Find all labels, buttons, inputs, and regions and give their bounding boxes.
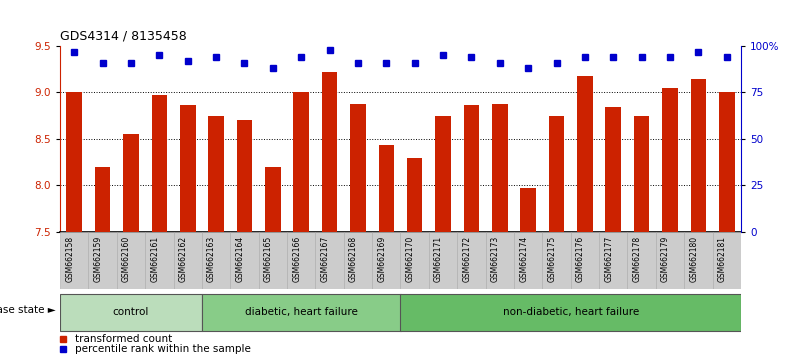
Bar [429, 232, 457, 289]
Bar [599, 232, 627, 289]
Text: GSM662162: GSM662162 [179, 236, 187, 282]
Text: GSM662178: GSM662178 [633, 236, 642, 282]
Bar [492, 104, 508, 232]
Bar [435, 116, 451, 232]
Bar [400, 294, 741, 331]
Bar [316, 232, 344, 289]
Text: GSM662164: GSM662164 [235, 236, 244, 282]
Bar [180, 104, 195, 232]
Text: GSM662170: GSM662170 [405, 236, 415, 282]
Text: GSM662161: GSM662161 [151, 236, 159, 282]
Text: non-diabetic, heart failure: non-diabetic, heart failure [502, 307, 639, 316]
Text: GSM662159: GSM662159 [94, 236, 103, 282]
Bar [88, 232, 117, 289]
Bar [265, 167, 280, 232]
Bar [322, 72, 337, 232]
Text: GSM662168: GSM662168 [349, 236, 358, 282]
Bar [656, 232, 684, 289]
Bar [684, 232, 713, 289]
Bar [690, 79, 706, 232]
Text: GSM662169: GSM662169 [377, 236, 386, 282]
Bar [662, 88, 678, 232]
Bar [60, 294, 202, 331]
Text: GSM662158: GSM662158 [65, 236, 74, 282]
Bar [407, 158, 422, 232]
Bar [713, 232, 741, 289]
Text: disease state ►: disease state ► [0, 306, 56, 315]
Bar [117, 232, 145, 289]
Text: GSM662172: GSM662172 [462, 236, 472, 282]
Bar [542, 232, 570, 289]
Bar [379, 144, 394, 232]
Bar [60, 232, 88, 289]
Text: transformed count: transformed count [75, 334, 172, 344]
Bar [577, 76, 593, 232]
Text: GSM662181: GSM662181 [718, 236, 727, 282]
Text: GSM662163: GSM662163 [207, 236, 216, 282]
Text: percentile rank within the sample: percentile rank within the sample [75, 344, 251, 354]
Bar [606, 107, 621, 232]
Bar [514, 232, 542, 289]
Text: GSM662177: GSM662177 [604, 236, 614, 282]
Bar [145, 232, 174, 289]
Text: GSM662173: GSM662173 [491, 236, 500, 282]
Bar [344, 232, 372, 289]
Bar [66, 92, 82, 232]
Bar [287, 232, 316, 289]
Bar [457, 232, 485, 289]
Bar [350, 104, 366, 232]
Bar [151, 95, 167, 232]
Text: GSM662179: GSM662179 [661, 236, 670, 282]
Bar [123, 134, 139, 232]
Bar [570, 232, 599, 289]
Text: control: control [113, 307, 149, 316]
Bar [400, 232, 429, 289]
Bar [231, 232, 259, 289]
Bar [202, 294, 400, 331]
Bar [521, 188, 536, 232]
Text: GSM662171: GSM662171 [434, 236, 443, 282]
Bar [464, 104, 479, 232]
Text: GSM662180: GSM662180 [690, 236, 698, 282]
Bar [485, 232, 514, 289]
Text: GDS4314 / 8135458: GDS4314 / 8135458 [60, 29, 187, 42]
Bar [627, 232, 656, 289]
Text: diabetic, heart failure: diabetic, heart failure [245, 307, 358, 316]
Bar [719, 92, 735, 232]
Text: GSM662165: GSM662165 [264, 236, 273, 282]
Bar [259, 232, 287, 289]
Text: GSM662174: GSM662174 [519, 236, 528, 282]
Bar [174, 232, 202, 289]
Text: GSM662175: GSM662175 [548, 236, 557, 282]
Bar [95, 167, 111, 232]
Bar [293, 92, 309, 232]
Bar [372, 232, 400, 289]
Bar [202, 232, 231, 289]
Text: GSM662167: GSM662167 [320, 236, 329, 282]
Bar [634, 116, 650, 232]
Text: GSM662166: GSM662166 [292, 236, 301, 282]
Bar [236, 120, 252, 232]
Text: GSM662176: GSM662176 [576, 236, 585, 282]
Bar [208, 116, 224, 232]
Bar [549, 116, 565, 232]
Text: GSM662160: GSM662160 [122, 236, 131, 282]
